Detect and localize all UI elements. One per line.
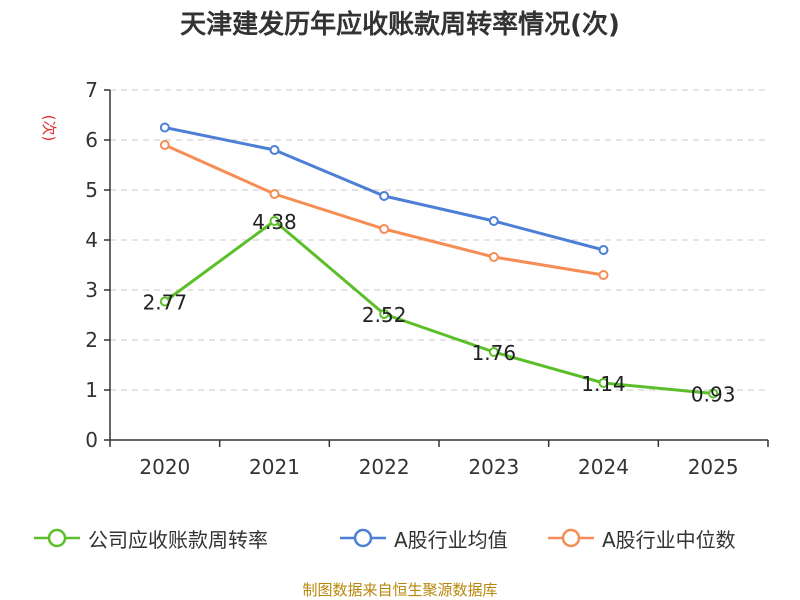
data-label: 2.52 [362, 303, 407, 327]
x-tick-label: 2023 [468, 455, 519, 479]
y-tick-label: 2 [85, 328, 98, 352]
legend-marker-green-icon [34, 528, 80, 548]
data-point[interactable] [598, 378, 609, 388]
series-line-2 [164, 143, 604, 277]
y-tick-label: 4 [85, 228, 98, 252]
legend-label-company: 公司应收账款周转率 [88, 527, 268, 552]
data-label: 0.93 [691, 383, 736, 407]
data-point[interactable] [598, 245, 609, 255]
data-point[interactable] [379, 191, 390, 201]
series-line-0 [163, 219, 714, 395]
x-tick-label: 2024 [578, 455, 629, 479]
axes [109, 90, 768, 441]
chart-title: 天津建发历年应收账款周转率情况(次) [180, 10, 620, 40]
legend-item-industry-median[interactable]: A股行业中位数 [546, 521, 736, 555]
data-labels: 2.77 4.38 2.52 1.76 1.14 0.93 [143, 210, 736, 407]
legend-item-industry-mean[interactable]: A股行业均值 [338, 521, 508, 555]
y-axis-label: (次) [40, 115, 58, 142]
x-tick-label: 2025 [688, 455, 739, 479]
data-label: 1.14 [581, 372, 626, 396]
x-tick-label: 2022 [359, 455, 410, 479]
data-label: 2.77 [143, 291, 188, 315]
data-point[interactable] [269, 189, 280, 199]
legend: 公司应收账款周转率 A股行业均值 A股行业中位数 [0, 521, 800, 555]
x-tick-label: 2021 [249, 455, 300, 479]
data-point[interactable] [598, 270, 609, 280]
data-point[interactable] [159, 122, 170, 133]
data-point[interactable] [379, 224, 390, 234]
y-tick-label: 3 [85, 278, 98, 302]
legend-label-industry-mean: A股行业均值 [394, 527, 508, 552]
y-tick-label: 7 [85, 78, 98, 102]
x-tick-label: 2020 [139, 455, 190, 479]
legend-marker-blue-icon [340, 528, 386, 548]
legend-item-company[interactable]: 公司应收账款周转率 [32, 521, 268, 555]
legend-marker-orange-icon [548, 528, 594, 548]
data-label: 1.76 [472, 341, 517, 365]
y-tick-label: 0 [85, 428, 98, 452]
y-tick-label: 1 [85, 378, 98, 402]
y-ticks: 0 1 2 3 4 5 6 7 [85, 78, 110, 452]
data-point[interactable] [379, 309, 390, 319]
series [159, 122, 719, 399]
y-tick-label: 5 [85, 178, 98, 202]
data-point[interactable] [159, 296, 170, 307]
data-point[interactable] [488, 347, 499, 357]
x-ticks: 2020 2021 2022 2023 2024 2025 [109, 440, 769, 479]
data-source: 制图数据来自恒生聚源数据库 [302, 581, 498, 599]
legend-label-industry-median: A股行业中位数 [602, 527, 736, 552]
y-tick-label: 6 [85, 128, 98, 152]
data-point[interactable] [159, 140, 170, 150]
data-point[interactable] [488, 216, 499, 226]
data-point[interactable] [269, 216, 280, 226]
data-point[interactable] [488, 252, 499, 262]
data-label: 4.38 [252, 210, 297, 234]
data-point[interactable] [708, 388, 719, 399]
data-point[interactable] [269, 145, 280, 155]
